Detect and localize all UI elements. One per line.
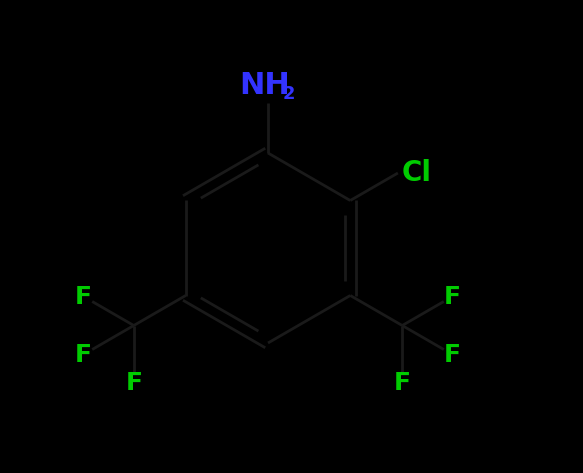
Text: F: F	[394, 371, 411, 395]
Text: F: F	[125, 371, 142, 395]
Text: Cl: Cl	[402, 159, 432, 187]
Text: NH: NH	[240, 71, 290, 100]
Text: F: F	[444, 284, 461, 308]
Text: F: F	[75, 342, 92, 367]
Text: F: F	[75, 284, 92, 308]
Text: F: F	[444, 342, 461, 367]
Text: 2: 2	[283, 85, 296, 103]
